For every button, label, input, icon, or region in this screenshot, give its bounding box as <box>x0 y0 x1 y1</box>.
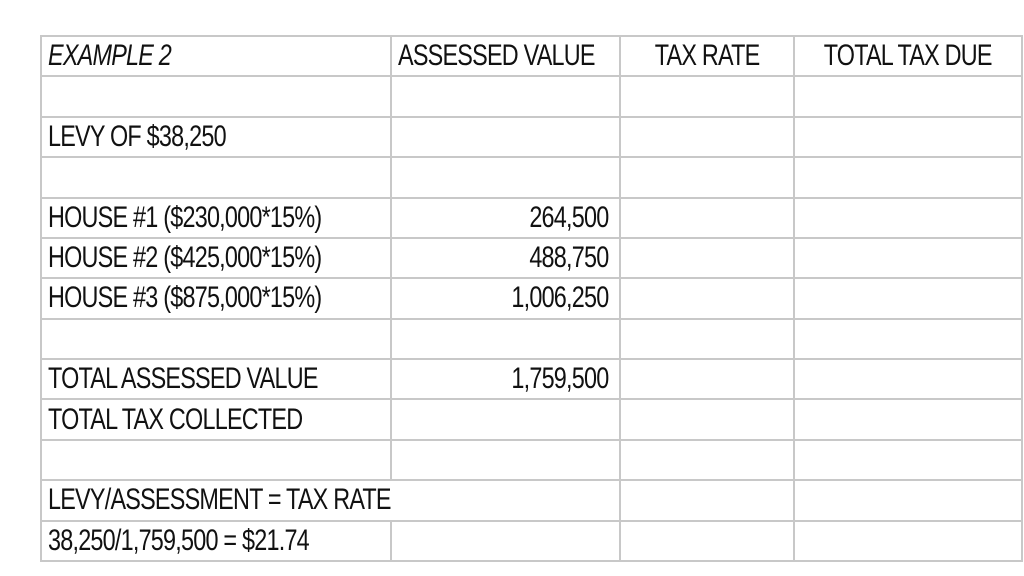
cell-D4 <box>795 158 1021 197</box>
cell-D10 <box>795 400 1021 439</box>
cell-B5: 264,500 <box>392 198 619 237</box>
cell-C4 <box>621 158 793 197</box>
cell-C12 <box>621 481 793 520</box>
total-tax-collected-label: TOTAL TAX COLLECTED <box>48 402 303 436</box>
cell-C6 <box>621 238 793 278</box>
cell-A4 <box>42 158 390 197</box>
house1-label: HOUSE #1 ($230,000*15%) <box>48 200 322 234</box>
cell-B10 <box>392 400 619 439</box>
cell-C7 <box>621 279 793 318</box>
header-tax-rate: TAX RATE <box>654 39 760 73</box>
cell-A2 <box>42 77 390 116</box>
cell-A9: TOTAL ASSESSED VALUE <box>42 360 390 399</box>
cell-C5 <box>621 198 793 237</box>
cell-A5: HOUSE #1 ($230,000*15%) <box>42 198 390 237</box>
cell-D8 <box>795 319 1021 359</box>
cell-D11 <box>795 440 1021 480</box>
cell-B2 <box>392 77 619 116</box>
house3-assessed-value: 1,006,250 <box>510 281 609 315</box>
cell-D13 <box>795 521 1021 560</box>
cell-C3 <box>621 117 793 157</box>
example-title: EXAMPLE 2 <box>48 39 172 73</box>
cell-A11 <box>42 440 390 480</box>
cell-C13 <box>621 521 793 560</box>
cell-D1: TOTAL TAX DUE <box>795 37 1021 76</box>
worksheet-table: EXAMPLE 2 ASSESSED VALUE TAX RATE TOTAL … <box>40 35 1023 562</box>
cell-A7: HOUSE #3 ($875,000*15%) <box>42 279 390 318</box>
cell-D2 <box>795 77 1021 116</box>
cell-D5 <box>795 198 1021 237</box>
cell-B3 <box>392 117 619 157</box>
cell-D3 <box>795 117 1021 157</box>
cell-C1: TAX RATE <box>621 37 793 76</box>
tax-rate-calculation: 38,250/1,759,500 = $21.74 <box>48 523 310 557</box>
levy-label: LEVY OF $38,250 <box>48 119 227 153</box>
header-assessed-value: ASSESSED VALUE <box>398 39 596 73</box>
cell-D12 <box>795 481 1021 520</box>
cell-A6: HOUSE #2 ($425,000*15%) <box>42 238 390 278</box>
cell-A12: LEVY/ASSESSMENT = TAX RATE <box>42 481 619 520</box>
cell-C11 <box>621 440 793 480</box>
cell-B4 <box>392 158 619 197</box>
total-assessed-value: 1,759,500 <box>510 362 609 396</box>
cell-B7: 1,006,250 <box>392 279 619 318</box>
cell-A13: 38,250/1,759,500 = $21.74 <box>42 521 390 560</box>
cell-B6: 488,750 <box>392 238 619 278</box>
house2-label: HOUSE #2 ($425,000*15%) <box>48 241 322 275</box>
cell-C2 <box>621 77 793 116</box>
header-total-tax-due: TOTAL TAX DUE <box>823 39 993 73</box>
cell-C10 <box>621 400 793 439</box>
cell-B8 <box>392 319 619 359</box>
cell-C8 <box>621 319 793 359</box>
house1-assessed-value: 264,500 <box>528 200 609 234</box>
cell-C9 <box>621 360 793 399</box>
cell-D7 <box>795 279 1021 318</box>
house2-assessed-value: 488,750 <box>528 241 609 275</box>
cell-A1: EXAMPLE 2 <box>42 37 390 76</box>
tax-rate-formula-label: LEVY/ASSESSMENT = TAX RATE <box>48 483 392 517</box>
cell-D9 <box>795 360 1021 399</box>
cell-B13 <box>392 521 619 560</box>
cell-D6 <box>795 238 1021 278</box>
cell-B9: 1,759,500 <box>392 360 619 399</box>
cell-B11 <box>392 440 619 480</box>
cell-B1: ASSESSED VALUE <box>392 37 619 76</box>
house3-label: HOUSE #3 ($875,000*15%) <box>48 281 322 315</box>
cell-A3: LEVY OF $38,250 <box>42 117 390 157</box>
cell-A10: TOTAL TAX COLLECTED <box>42 400 390 439</box>
cell-A8 <box>42 319 390 359</box>
total-assessed-label: TOTAL ASSESSED VALUE <box>48 362 318 396</box>
